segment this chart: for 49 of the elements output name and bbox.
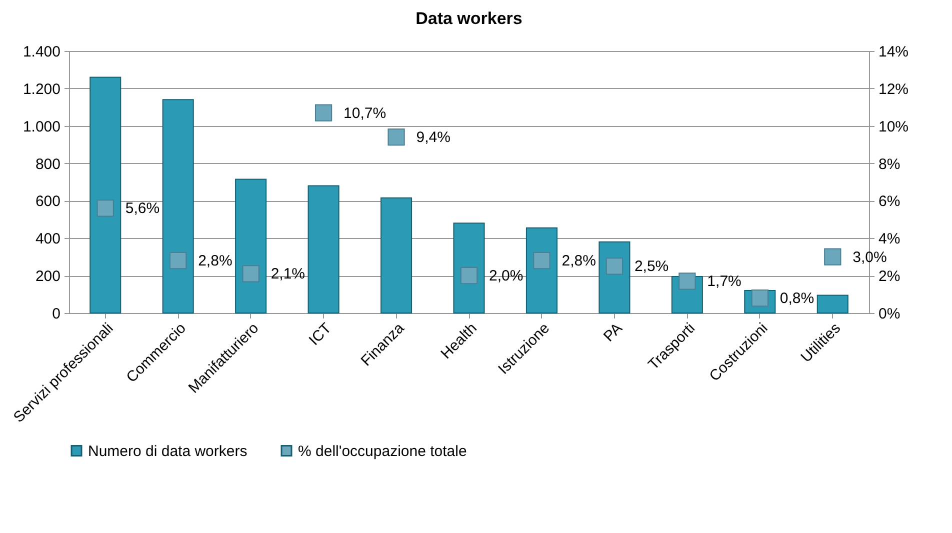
y-tick-label: 200 <box>35 268 60 286</box>
y-tick-label: 1.200 <box>22 80 60 98</box>
bar <box>308 185 340 314</box>
x-tick-label: PA <box>600 320 626 346</box>
point <box>678 272 696 290</box>
point <box>242 265 260 282</box>
point <box>606 258 624 275</box>
data-label: 9,4% <box>416 129 450 146</box>
chart-title: Data workers <box>416 9 522 28</box>
point <box>170 252 187 270</box>
point <box>460 267 478 284</box>
bar <box>90 76 122 314</box>
point <box>314 104 332 122</box>
data-label: 1,7% <box>707 273 742 290</box>
data-label: 2,8% <box>198 252 232 270</box>
y2-tick-label: 12% <box>878 80 909 98</box>
y2-tick-label: 8% <box>878 156 900 173</box>
y2-tick-label: 2% <box>878 268 900 286</box>
data-label: 0,8% <box>780 290 814 308</box>
bar <box>816 294 848 314</box>
point <box>388 128 405 146</box>
data-label: 10,7% <box>344 104 386 122</box>
data-label: 2,0% <box>489 268 524 285</box>
legend-label: Numero di data workers <box>88 442 248 460</box>
y2-tick-label: 14% <box>878 44 909 60</box>
point <box>96 200 114 217</box>
y-tick-label: 800 <box>35 156 60 173</box>
x-tick-label: ICT <box>306 320 335 349</box>
y2-tick-label: 10% <box>878 118 909 136</box>
y2-tick-label: 4% <box>878 230 900 248</box>
y-tick-label: 1.000 <box>22 118 60 136</box>
y2-tick-label: 6% <box>878 193 900 210</box>
bar <box>235 178 267 314</box>
y-tick-label: 400 <box>35 230 60 248</box>
data-label: 2,8% <box>562 252 596 270</box>
y-tick-label: 600 <box>35 193 60 210</box>
data-label: 2,5% <box>634 258 669 276</box>
y-tick-label: 1.400 <box>22 44 60 60</box>
bar <box>162 99 194 314</box>
data-label: 2,1% <box>270 266 306 283</box>
data-label: 5,6% <box>125 200 160 218</box>
point <box>533 252 550 270</box>
legend-label: % dell'occupazione totale <box>298 442 467 460</box>
data-label: 3,0% <box>852 248 887 266</box>
bar <box>380 197 412 314</box>
point <box>824 248 842 266</box>
y-tick-label: 0 <box>52 306 60 322</box>
y2-tick-label: 0% <box>878 306 900 322</box>
bar <box>453 222 485 314</box>
